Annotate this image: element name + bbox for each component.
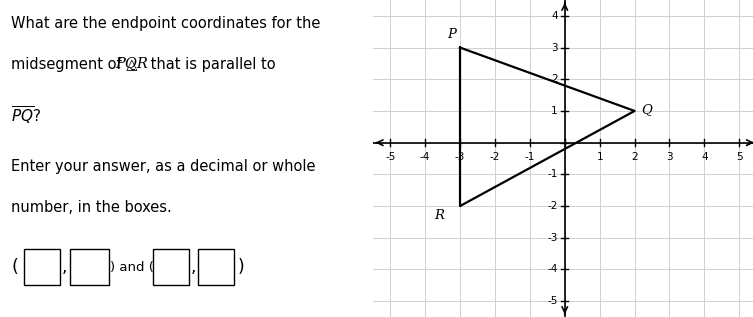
Text: Q: Q — [641, 103, 652, 116]
Text: -5: -5 — [385, 152, 395, 162]
Text: -5: -5 — [547, 296, 558, 306]
Text: 4: 4 — [701, 152, 708, 162]
Text: -2: -2 — [547, 201, 558, 211]
Text: -4: -4 — [420, 152, 430, 162]
Text: 1: 1 — [551, 106, 558, 116]
Text: ,: , — [62, 258, 68, 276]
Text: -1: -1 — [525, 152, 535, 162]
Text: ): ) — [237, 258, 244, 276]
Text: 3: 3 — [666, 152, 672, 162]
Text: -3: -3 — [455, 152, 465, 162]
Text: 1: 1 — [596, 152, 603, 162]
Text: -3: -3 — [547, 233, 558, 243]
Text: Enter your answer, as a decimal or whole: Enter your answer, as a decimal or whole — [11, 158, 316, 173]
Text: -4: -4 — [547, 264, 558, 275]
Text: P: P — [447, 28, 456, 41]
Text: 5: 5 — [736, 152, 742, 162]
Text: PQR: PQR — [115, 57, 148, 71]
Text: 4: 4 — [551, 11, 558, 21]
Text: midsegment of △: midsegment of △ — [11, 57, 141, 72]
Text: 3: 3 — [551, 42, 558, 53]
Text: ,: , — [191, 258, 197, 276]
Text: 2: 2 — [631, 152, 638, 162]
Text: What are the endpoint coordinates for the: What are the endpoint coordinates for th… — [11, 16, 321, 31]
Text: that is parallel to: that is parallel to — [146, 57, 276, 72]
Text: -1: -1 — [547, 169, 558, 179]
Text: $\overline{PQ}$?: $\overline{PQ}$? — [11, 105, 41, 127]
Text: 2: 2 — [551, 74, 558, 84]
Text: number, in the boxes.: number, in the boxes. — [11, 200, 172, 215]
Text: R: R — [434, 209, 444, 222]
Text: (: ( — [11, 258, 18, 276]
Text: -2: -2 — [489, 152, 500, 162]
Text: ) and (: ) and ( — [110, 261, 154, 274]
